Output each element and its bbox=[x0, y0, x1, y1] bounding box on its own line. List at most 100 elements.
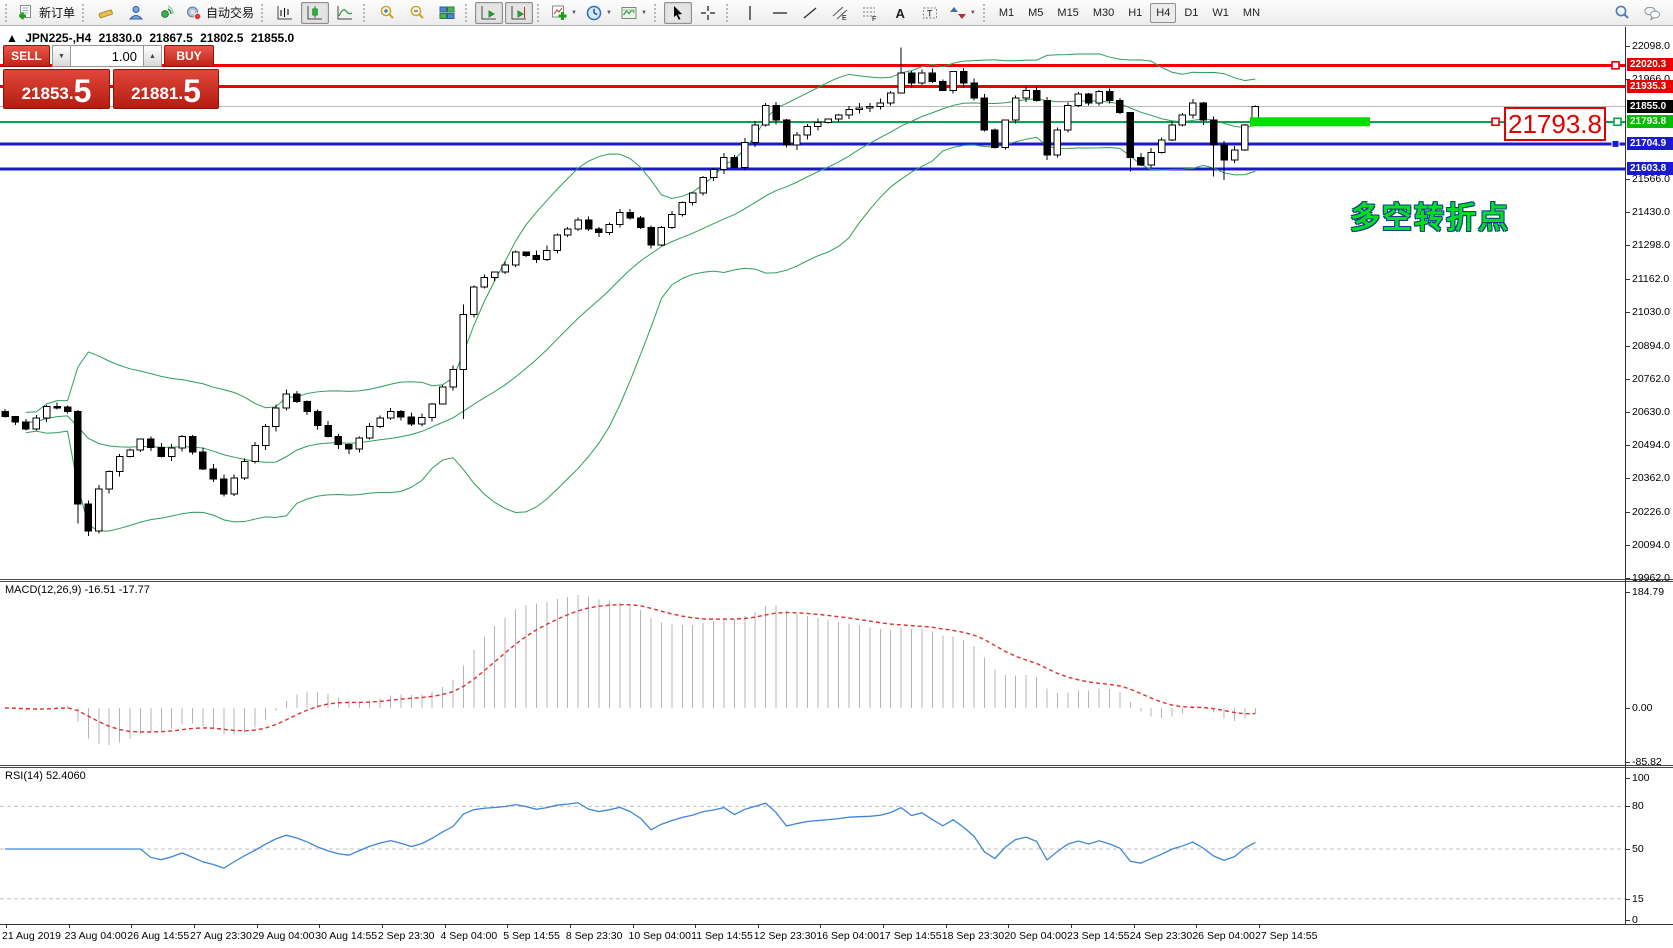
line-chart-button[interactable] bbox=[331, 2, 359, 24]
trendline-icon bbox=[801, 4, 819, 22]
time-axis-tick bbox=[695, 925, 697, 928]
fibonacci-button[interactable]: F bbox=[856, 2, 884, 24]
time-axis-tick bbox=[757, 925, 759, 928]
time-axis-tick bbox=[1071, 925, 1073, 928]
chat-button[interactable] bbox=[1638, 2, 1666, 24]
horizontal-line-button[interactable] bbox=[766, 2, 794, 24]
toolbar-grip[interactable] bbox=[653, 3, 660, 22]
data-window-button[interactable] bbox=[152, 2, 180, 24]
price-axis-label: 21298.0 bbox=[1632, 239, 1670, 252]
price-axis-label: 20762.0 bbox=[1632, 372, 1670, 385]
periods-button[interactable]: ▼ bbox=[582, 2, 615, 24]
trendline-button[interactable] bbox=[796, 2, 824, 24]
time-axis-label: 26 Aug 14:55 bbox=[127, 930, 190, 942]
toolbar-grip[interactable] bbox=[465, 3, 471, 22]
bar-chart-button[interactable] bbox=[271, 2, 299, 24]
zoom-in-icon bbox=[378, 4, 396, 22]
rsi-axis-tick bbox=[1626, 920, 1630, 921]
time-axis-tick bbox=[1008, 925, 1010, 928]
buy-button[interactable]: BUY bbox=[164, 45, 214, 67]
new-order-button[interactable]: 新订单 bbox=[15, 2, 78, 24]
price-axis-tick bbox=[1626, 512, 1630, 514]
timeframe-h4[interactable]: H4 bbox=[1150, 2, 1177, 23]
toolbar-grip[interactable] bbox=[537, 3, 543, 22]
text-button[interactable]: A bbox=[886, 2, 914, 24]
timeframe-m1[interactable]: M1 bbox=[998, 6, 1015, 19]
price-axis-label: 22098.0 bbox=[1632, 40, 1670, 52]
pane-separator[interactable] bbox=[0, 765, 1673, 768]
toolbar-grip[interactable] bbox=[363, 3, 369, 22]
price-axis-label: 21030.0 bbox=[1632, 306, 1670, 318]
price-axis-tick bbox=[1626, 478, 1630, 480]
svg-text:E: E bbox=[842, 15, 847, 22]
vertical-line-button[interactable] bbox=[736, 2, 764, 24]
crosshair-button[interactable] bbox=[694, 2, 722, 24]
templates-button[interactable]: ▼ bbox=[617, 2, 650, 24]
sell-price-button[interactable]: 21853. 5 bbox=[3, 69, 110, 109]
text-a-icon: A bbox=[891, 4, 909, 22]
time-axis-label: 29 Aug 04:00 bbox=[252, 930, 315, 942]
timeframe-d1[interactable]: D1 bbox=[1184, 6, 1199, 19]
line-icon bbox=[336, 4, 354, 22]
label-button[interactable]: T bbox=[916, 2, 944, 24]
zoom-out-button[interactable] bbox=[403, 2, 431, 24]
zoom-in-button[interactable] bbox=[373, 2, 401, 24]
auto-scroll-button[interactable] bbox=[475, 1, 504, 24]
profiles-button[interactable] bbox=[122, 2, 150, 24]
sell-button[interactable]: SELL bbox=[3, 45, 50, 67]
rsi-pane-canvas[interactable] bbox=[0, 768, 1625, 924]
timeframe-h1[interactable]: H1 bbox=[1128, 6, 1143, 19]
symbol-period-label: JPN225-,H4 bbox=[25, 31, 92, 45]
price-chart-canvas[interactable] bbox=[0, 27, 1625, 579]
timeframe-m15[interactable]: M15 bbox=[1057, 6, 1079, 19]
candlestick-chart-button[interactable] bbox=[301, 1, 330, 24]
rsi-axis-label: 100 bbox=[1632, 772, 1650, 784]
collapse-arrow-icon[interactable]: ▲ bbox=[6, 31, 18, 45]
indicators-button[interactable]: ▼ bbox=[547, 2, 580, 24]
volume-input[interactable] bbox=[71, 45, 143, 67]
chart-shift-button[interactable] bbox=[505, 1, 534, 24]
timeframe-w1[interactable]: W1 bbox=[1212, 6, 1229, 19]
dropdown-caret-icon: ▼ bbox=[969, 9, 976, 16]
macd-pane-canvas[interactable] bbox=[0, 582, 1625, 765]
pane-separator[interactable] bbox=[0, 579, 1673, 582]
toolbar-grip[interactable] bbox=[261, 3, 267, 22]
styler-button[interactable] bbox=[92, 2, 120, 24]
time-axis-tick bbox=[820, 925, 822, 928]
timeframe-mn[interactable]: MN bbox=[1242, 6, 1261, 19]
volume-decrease-button[interactable]: ▼ bbox=[52, 45, 71, 67]
volume-increase-button[interactable]: ▲ bbox=[143, 45, 162, 67]
time-axis-tick bbox=[319, 925, 321, 928]
autotrading-button[interactable]: 自动交易 bbox=[182, 2, 257, 24]
tile-windows-button[interactable] bbox=[433, 2, 461, 24]
shapes-button[interactable]: ▼ bbox=[946, 2, 979, 24]
toolbar-grip[interactable] bbox=[982, 3, 989, 22]
toolbar-grip[interactable] bbox=[82, 3, 88, 22]
price-annotation-label[interactable]: 21793.8 bbox=[1504, 107, 1606, 141]
time-axis-label: 5 Sep 14:55 bbox=[503, 930, 560, 942]
buy-price-button[interactable]: 21881. 5 bbox=[113, 69, 219, 109]
toolbar-grip[interactable] bbox=[725, 3, 732, 22]
time-axis-label: 11 Sep 14:55 bbox=[691, 930, 753, 942]
toolbar-grip[interactable] bbox=[5, 3, 11, 22]
search-button[interactable] bbox=[1608, 2, 1636, 24]
person-icon bbox=[127, 4, 145, 22]
macd-axis-label: -85.82 bbox=[1632, 756, 1662, 768]
price-axis-label: 19962.0 bbox=[1632, 572, 1670, 584]
turning-point-annotation[interactable]: 多空转折点 bbox=[1350, 202, 1510, 235]
time-axis-label: 2 Sep 23:30 bbox=[377, 930, 435, 942]
timeframe-m30[interactable]: M30 bbox=[1092, 6, 1115, 19]
svg-text:F: F bbox=[872, 16, 876, 22]
ohlc-open: 21830.0 bbox=[98, 31, 143, 45]
cursor-button[interactable] bbox=[663, 1, 692, 24]
channel-button[interactable]: E bbox=[826, 2, 854, 24]
rsi-axis-tick bbox=[1626, 898, 1630, 900]
time-axis-tick bbox=[381, 925, 383, 928]
macd-axis-tick bbox=[1626, 708, 1630, 709]
svg-text:A: A bbox=[895, 6, 905, 21]
sell-price-main: 21853 bbox=[21, 84, 69, 103]
timeframe-m5[interactable]: M5 bbox=[1028, 6, 1044, 19]
template-icon bbox=[620, 4, 638, 22]
price-axis-label: 21430.0 bbox=[1632, 206, 1670, 219]
sell-price-dot: . bbox=[68, 84, 74, 103]
